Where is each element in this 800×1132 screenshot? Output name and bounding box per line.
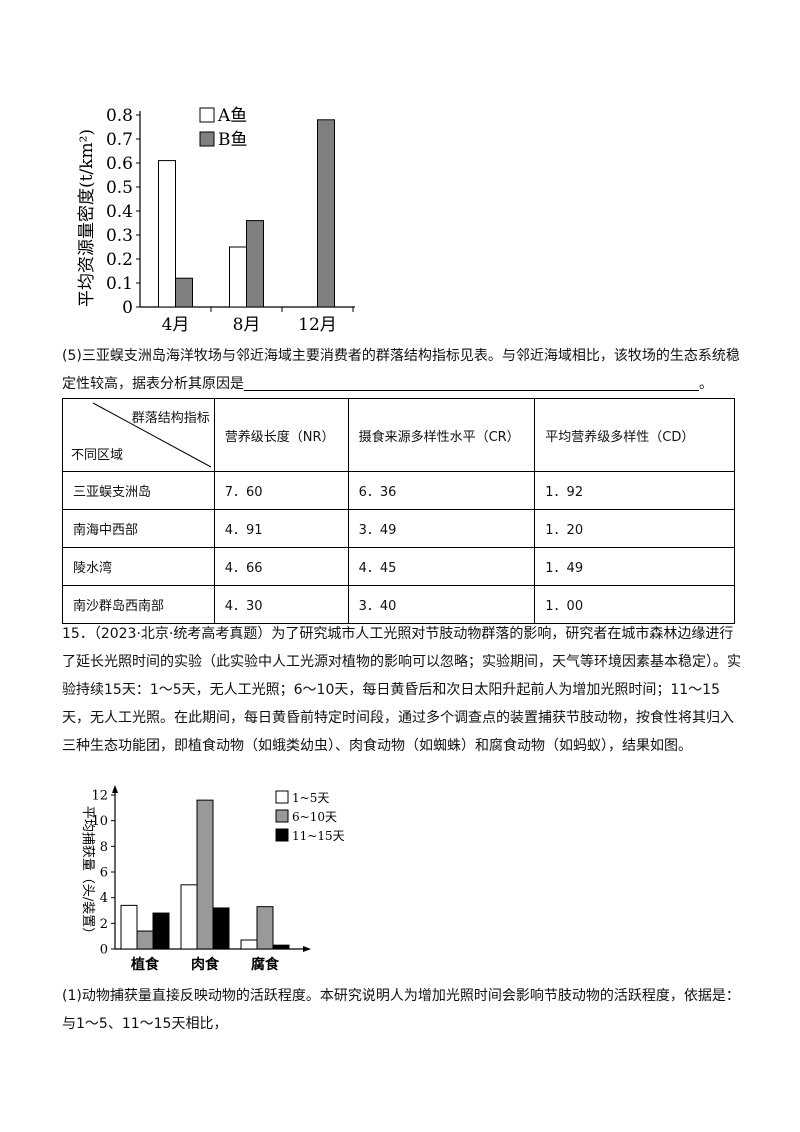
table-corner-cell: 群落结构指标 不同区域 <box>62 398 215 472</box>
table-cell: 陵水湾 <box>62 547 215 586</box>
x-tick-label: 肉食 <box>191 956 220 973</box>
legend-swatch <box>275 809 289 823</box>
bar <box>246 220 264 308</box>
bar <box>229 246 247 308</box>
x-tick-label: 植食 <box>130 956 160 973</box>
bar <box>152 912 170 950</box>
table-cell: 6．36 <box>347 471 536 510</box>
bar <box>180 884 198 950</box>
table-cell: 4．66 <box>213 547 349 586</box>
table-header-row: 群落结构指标 不同区域 营养级长度（NR） 摄食来源多样性水平（CR） 平均营养… <box>62 398 735 472</box>
bar <box>120 904 138 950</box>
bar <box>158 160 176 308</box>
y-tick-label: 6 <box>100 866 108 881</box>
x-tick-label: 4月 <box>162 315 190 335</box>
answer-blank[interactable] <box>244 376 699 391</box>
bar <box>212 907 230 950</box>
y-tick-label: 0.5 <box>106 178 133 198</box>
bar <box>272 944 290 950</box>
table-row: 南沙群岛西南部 4．30 3．40 1．00 <box>62 585 735 624</box>
bar <box>136 930 154 950</box>
bar <box>240 939 258 950</box>
table-header-cell: 营养级长度（NR） <box>213 398 349 472</box>
y-tick-label: 0.3 <box>106 226 133 246</box>
question-15: 15．（2023·北京·统考高考真题）为了研究城市人工光照对节肢动物群落的影响，… <box>62 620 746 760</box>
y-axis-arrow <box>112 785 118 793</box>
table-cell: 3．49 <box>347 509 536 548</box>
y-tick-label: 10 <box>91 814 108 829</box>
table-row: 三亚蜈支洲岛 7．60 6．36 1．92 <box>62 471 735 510</box>
table-cell: 三亚蜈支洲岛 <box>62 471 215 510</box>
question-15-text: 15．（2023·北京·统考高考真题）为了研究城市人工光照对节肢动物群落的影响，… <box>62 626 741 754</box>
community-structure-table: 群落结构指标 不同区域 营养级长度（NR） 摄食来源多样性水平（CR） 平均营养… <box>62 398 735 624</box>
table-row: 南海中西部 4．91 3．49 1．20 <box>62 509 735 548</box>
arthropod-capture-bar-chart: 0 2 4 6 8 10 12 植食 肉食 腐食 1~5天 6~10天 11~15天 平均捕获量（头/… <box>80 785 345 973</box>
y-tick-label: 2 <box>100 917 108 932</box>
y-tick-label: 0.4 <box>106 202 133 222</box>
fish-density-bar-chart: 0 0.1 0.2 0.3 0.4 0.5 0.6 0.7 0.8 4月 8月 12月 A鱼 B鱼 平均… <box>77 106 355 335</box>
y-tick-label: 0.7 <box>106 130 133 150</box>
table-cell: 4．91 <box>213 509 349 548</box>
y-tick-label: 0 <box>122 298 133 318</box>
question-15-1-text: (1)动物捕获量直接反映动物的活跃程度。本研究说明人为增加光照时间会影响节肢动物… <box>62 988 740 1032</box>
table-cell: 1．92 <box>534 471 735 510</box>
question-5: (5)三亚蜈支洲岛海洋牧场与邻近海域主要消费者的群落结构指标见表。与邻近海域相比… <box>62 342 746 398</box>
y-tick-label: 8 <box>100 840 108 855</box>
x-tick-label: 腐食 <box>251 956 280 973</box>
corner-top-label: 群落结构指标 <box>131 411 210 426</box>
bar <box>317 119 335 308</box>
table-cell: 3．40 <box>347 585 536 624</box>
corner-bottom-label: 不同区域 <box>71 448 124 463</box>
table-row: 陵水湾 4．66 4．45 1．49 <box>62 547 735 586</box>
legend-label: 6~10天 <box>292 810 337 824</box>
y-tick-label: 0.1 <box>106 274 133 294</box>
question-5-end: 。 <box>699 376 713 392</box>
y-axis-label: 平均资源量密度(t/km²) <box>77 129 97 307</box>
table-cell: 1．20 <box>534 509 735 548</box>
x-tick-label: 12月 <box>298 315 337 335</box>
table-cell: 7．60 <box>213 471 349 510</box>
bar <box>196 799 214 950</box>
legend-label: 1~5天 <box>292 791 329 805</box>
y-tick-label: 0.6 <box>106 154 133 174</box>
table-cell: 南海中西部 <box>62 509 215 548</box>
table-cell: 1．49 <box>534 547 735 586</box>
y-tick-label: 12 <box>91 789 108 804</box>
legend-label: A鱼 <box>217 106 247 126</box>
table-cell: 1．00 <box>534 585 735 624</box>
legend-swatch <box>199 131 215 147</box>
legend-swatch <box>199 107 215 123</box>
bar <box>175 277 193 308</box>
x-tick-label: 8月 <box>233 315 261 335</box>
table-cell: 南沙群岛西南部 <box>62 585 215 624</box>
table-header-cell: 平均营养级多样性（CD） <box>534 398 735 472</box>
x-axis-arrow <box>303 946 311 952</box>
question-5-text: (5)三亚蜈支洲岛海洋牧场与邻近海域主要消费者的群落结构指标见表。与邻近海域相比… <box>62 348 740 392</box>
y-tick-label: 0.2 <box>106 250 133 270</box>
question-15-1: (1)动物捕获量直接反映动物的活跃程度。本研究说明人为增加光照时间会影响节肢动物… <box>62 982 746 1038</box>
y-tick-label: 0 <box>100 943 108 958</box>
legend-label: 11~15天 <box>292 829 345 843</box>
legend-swatch <box>275 828 289 842</box>
legend-swatch <box>275 790 289 804</box>
y-tick-label: 4 <box>100 891 108 906</box>
legend-label: B鱼 <box>218 130 248 150</box>
table-header-cell: 摄食来源多样性水平（CR） <box>347 398 536 472</box>
y-tick-label: 0.8 <box>106 106 133 126</box>
y-axis-label: 平均捕获量（头/装置） <box>80 806 96 940</box>
bar <box>256 906 274 950</box>
table-cell: 4．30 <box>213 585 349 624</box>
table-cell: 4．45 <box>347 547 536 586</box>
